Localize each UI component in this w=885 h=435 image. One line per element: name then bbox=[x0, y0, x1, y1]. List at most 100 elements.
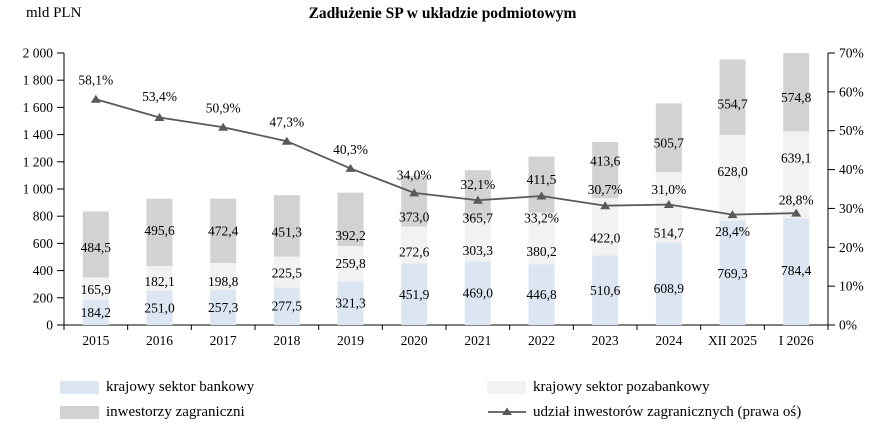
bar-segment bbox=[82, 211, 109, 278]
left-axis-tick-label: 0 bbox=[46, 318, 53, 333]
left-axis-tick-label: 1 800 bbox=[23, 73, 54, 88]
bar-value-label: 608,9 bbox=[654, 281, 685, 296]
line-marker bbox=[281, 136, 292, 145]
line-value-label: 28,8% bbox=[779, 193, 814, 208]
line-value-labels: 58,1% 53,4% 50,9% 47,3% 40,3% 34,0% 32,1% 33,2%… bbox=[78, 73, 813, 239]
line-marker bbox=[536, 191, 547, 200]
bar-segment bbox=[210, 262, 237, 291]
bar-segment bbox=[528, 212, 555, 265]
line-value-label: 53,4% bbox=[142, 89, 177, 104]
bar-value-label: 422,0 bbox=[590, 230, 621, 245]
left-axis-ticks: 0 200 400 600 800 1 000 1 200 1 400 1 600 1 800 2 … bbox=[23, 46, 64, 333]
legend-item-bank-sector: krajowy sektor bankowy bbox=[60, 379, 254, 395]
x-axis-labels: 2015 2016 2017 2018 2019 2020 2021 2022 2023 2024… bbox=[82, 333, 814, 348]
line-value-label: 33,2% bbox=[524, 210, 559, 225]
left-axis-tick-label: 1 600 bbox=[23, 100, 54, 115]
bar-segment bbox=[464, 261, 491, 325]
bar-segment bbox=[273, 256, 300, 288]
left-axis-tick-label: 200 bbox=[33, 290, 54, 305]
line-marker bbox=[345, 163, 356, 172]
left-axis-tick-label: 1 200 bbox=[23, 154, 54, 169]
bar-value-label: 469,0 bbox=[463, 286, 494, 301]
bar-value-label: 554,7 bbox=[717, 97, 748, 112]
right-axis-tick-label: 20% bbox=[839, 240, 864, 255]
bar-segment bbox=[146, 198, 173, 267]
left-axis-unit-label: mld PLN bbox=[26, 5, 82, 21]
bar-value-label: 321,3 bbox=[335, 296, 366, 311]
bar-segment bbox=[273, 287, 300, 325]
left-axis-tick-label: 400 bbox=[33, 263, 54, 278]
bar-segment bbox=[337, 281, 364, 325]
left-axis-tick-label: 600 bbox=[33, 236, 54, 251]
bar-value-label: 784,4 bbox=[781, 263, 812, 278]
right-axis-tick-label: 50% bbox=[839, 123, 864, 138]
x-axis-category-label: 2016 bbox=[146, 333, 173, 348]
bar-value-label: 380,2 bbox=[526, 244, 556, 259]
bar-value-label: 484,5 bbox=[81, 240, 112, 255]
bar-segment bbox=[592, 141, 619, 199]
bar-segment bbox=[273, 195, 300, 257]
left-axis-tick-label: 1 400 bbox=[23, 127, 54, 142]
bar-segment bbox=[82, 277, 109, 300]
bar-value-label: 392,2 bbox=[335, 228, 365, 243]
bar-value-label: 639,1 bbox=[781, 150, 811, 165]
bar-segment bbox=[210, 198, 237, 263]
chart-plot: 0 200 400 600 800 1 000 1 200 1 400 1 600 1 800 2 … bbox=[23, 46, 864, 349]
legend-swatch-bank-sector bbox=[60, 380, 99, 394]
line-marker bbox=[600, 201, 611, 210]
line-value-label: 28,4% bbox=[715, 224, 750, 239]
bar-value-label: 446,8 bbox=[526, 287, 557, 302]
x-axis-category-label: 2024 bbox=[655, 333, 682, 348]
bar-segment bbox=[528, 264, 555, 325]
bar-segment bbox=[592, 255, 619, 325]
bar-segment bbox=[146, 266, 173, 291]
bar-segment bbox=[464, 170, 491, 220]
bar-value-label: 257,3 bbox=[208, 300, 239, 315]
bar-segment bbox=[655, 103, 682, 173]
legend-label-foreign-investors: inwestorzy zagraniczni bbox=[106, 403, 245, 420]
legend-line-marker-icon bbox=[488, 407, 526, 415]
bar-value-label: 198,8 bbox=[208, 274, 239, 289]
bar-value-label: 574,8 bbox=[781, 90, 812, 105]
bar-value-label: 510,6 bbox=[590, 283, 621, 298]
line-value-label: 40,3% bbox=[333, 142, 368, 157]
bar-value-label: 272,6 bbox=[399, 245, 430, 260]
x-axis-category-label: 2022 bbox=[528, 333, 555, 348]
x-axis-category-label: 2020 bbox=[401, 333, 428, 348]
line-marker bbox=[90, 94, 101, 103]
bar-segment bbox=[655, 242, 682, 325]
line-value-label: 34,0% bbox=[397, 167, 432, 182]
legend-item-foreign-investors: inwestorzy zagraniczni bbox=[60, 404, 245, 420]
line-value-label: 32,1% bbox=[460, 177, 495, 192]
bar-segment bbox=[719, 134, 746, 221]
bar-segment bbox=[783, 218, 810, 325]
bar-value-label: 628,0 bbox=[717, 164, 748, 179]
line-value-label: 58,1% bbox=[78, 73, 113, 88]
x-axis-category-label: 2017 bbox=[210, 333, 237, 348]
x-axis-ticks bbox=[63, 325, 829, 330]
bar-segment bbox=[401, 226, 428, 264]
bar-value-label: 451,3 bbox=[272, 224, 303, 239]
legend-item-nonbank-sector: krajowy sektor pozabankowy bbox=[487, 379, 710, 395]
bar-value-label: 769,3 bbox=[717, 266, 748, 281]
legend-swatch-nonbank-sector bbox=[487, 380, 526, 394]
x-axis-category-label: I 2026 bbox=[779, 333, 814, 348]
line-marker bbox=[154, 113, 165, 122]
bar-segment bbox=[719, 59, 746, 135]
line-marker bbox=[791, 208, 802, 217]
bar-segment bbox=[401, 175, 428, 227]
bar-segment bbox=[719, 220, 746, 325]
axes bbox=[63, 53, 829, 326]
right-axis-tick-label: 30% bbox=[839, 201, 864, 216]
bar-segment bbox=[464, 219, 491, 262]
bar-value-label: 373,0 bbox=[399, 210, 430, 225]
line-series bbox=[90, 94, 802, 219]
bar-value-label: 411,5 bbox=[527, 172, 557, 187]
bar-segment bbox=[337, 245, 364, 282]
line-value-label: 31,0% bbox=[651, 182, 686, 197]
legend-label-foreign-share-line: udział inwestorów zagranicznych (prawa o… bbox=[533, 403, 802, 420]
right-axis-tick-label: 40% bbox=[839, 162, 864, 177]
bar-segment bbox=[82, 299, 109, 325]
legend-label-nonbank-sector: krajowy sektor pozabankowy bbox=[533, 378, 710, 395]
